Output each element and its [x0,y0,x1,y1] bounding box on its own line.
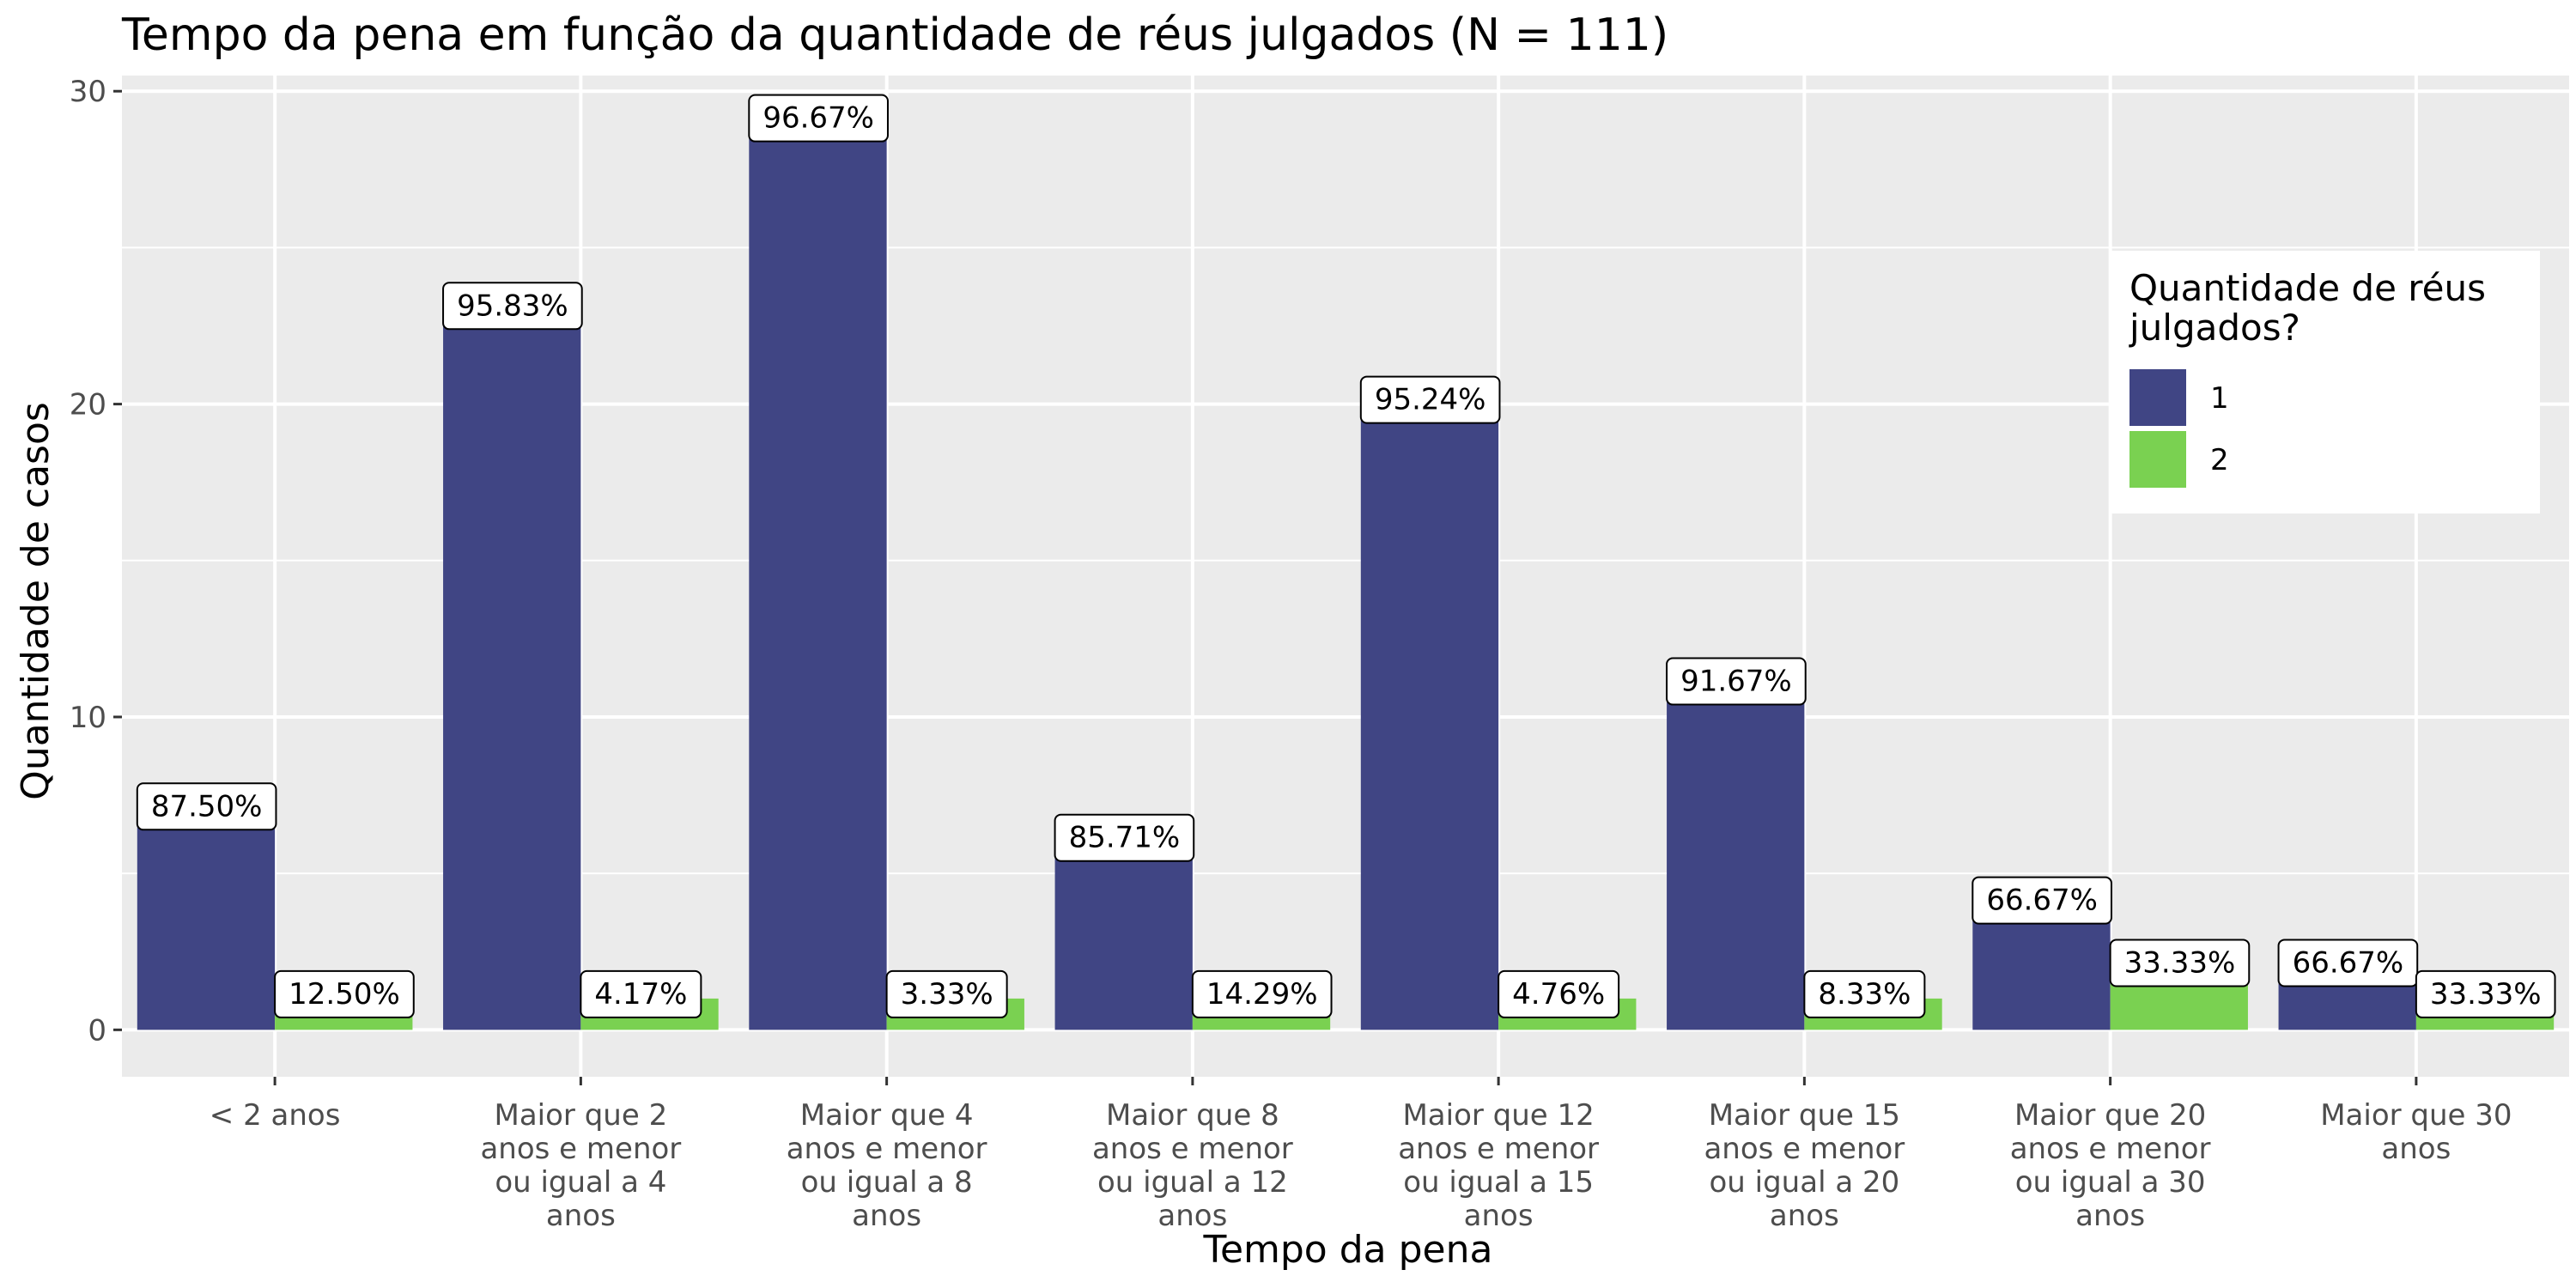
legend-label: 2 [2210,443,2229,477]
x-axis-title: Tempo da pena [1203,1228,1493,1272]
chart-title: Tempo da pena em função da quantidade de… [121,9,1668,61]
bar-series-1 [749,122,887,1030]
y-tick-label: 20 [70,388,106,422]
data-label: 96.67% [748,94,889,143]
legend-title: Quantidade de réus julgados? [2129,267,2486,349]
svg-text:66.67%: 66.67% [2293,945,2404,980]
svg-text:3.33%: 3.33% [901,977,993,1012]
data-label: 33.33% [2109,939,2251,987]
legend: Quantidade de réus julgados? 1 2 [2111,251,2540,513]
svg-text:12.50%: 12.50% [289,977,400,1012]
svg-text:4.76%: 4.76% [1512,977,1605,1012]
y-tick-label: 30 [70,75,106,109]
svg-text:95.83%: 95.83% [457,289,568,323]
x-tick-label: Maior que 15 anos e menor ou igual a 20 ano… [1704,1098,1905,1233]
svg-text:95.24%: 95.24% [1375,383,1486,417]
data-label: 87.50% [136,782,277,831]
data-label: 66.67% [1971,876,2112,925]
legend-key-1 [2129,369,2186,426]
data-label: 95.24% [1359,375,1501,424]
data-label: 33.33% [2415,969,2556,1018]
data-label: 4.76% [1498,969,1620,1018]
svg-text:8.33%: 8.33% [1818,977,1911,1012]
x-tick-label: Maior que 12 anos e menor ou igual a 15 ano… [1398,1098,1599,1233]
svg-text:4.17%: 4.17% [594,977,687,1012]
x-tick-label: Maior que 8 anos e menor ou igual a 12 anos [1092,1098,1293,1233]
data-label: 3.33% [885,969,1008,1018]
bar-series-1 [1054,841,1193,1030]
svg-text:14.29%: 14.29% [1206,977,1318,1012]
data-label: 91.67% [1666,657,1807,706]
data-label: 85.71% [1054,813,1195,862]
data-label: 95.83% [442,282,583,331]
svg-text:85.71%: 85.71% [1069,821,1181,855]
y-axis-title: Quantidade de casos [14,402,58,800]
svg-text:87.50%: 87.50% [151,789,263,823]
y-tick-label: 0 [88,1013,106,1048]
legend-label: 1 [2210,381,2229,416]
bar-series-1 [443,310,581,1030]
data-label: 4.17% [580,969,702,1018]
data-label: 66.67% [2277,939,2419,987]
x-tick-label: < 2 anos [210,1098,341,1133]
data-label: 12.50% [274,969,415,1018]
legend-key-2 [2129,431,2186,488]
y-tick-label: 10 [70,701,106,735]
svg-text:91.67%: 91.67% [1680,665,1792,699]
bar-series-1 [1360,404,1499,1030]
bar-series-1 [137,811,276,1030]
svg-text:33.33%: 33.33% [2430,977,2542,1012]
svg-text:96.67%: 96.67% [762,101,874,136]
x-tick-label: Maior que 30 anos [2320,1098,2512,1166]
bar-series-1 [1972,904,2111,1030]
plot-area: 0 10 20 30 87.50% 95.83% 96.67% 85.71% 95.24% 91.… [70,75,2569,1233]
x-tick-label: Maior que 2 anos e menor ou igual a 4 anos [480,1098,681,1233]
bar-series-1 [1667,685,1805,1030]
x-tick-label: Maior que 20 anos e menor ou igual a 30 ano… [2010,1098,2211,1233]
data-label: 8.33% [1803,969,1926,1018]
svg-text:33.33%: 33.33% [2124,945,2236,980]
svg-text:66.67%: 66.67% [1986,884,2098,918]
data-label: 14.29% [1191,969,1333,1018]
x-tick-label: Maior que 4 anos e menor ou igual a 8 anos [787,1098,987,1233]
